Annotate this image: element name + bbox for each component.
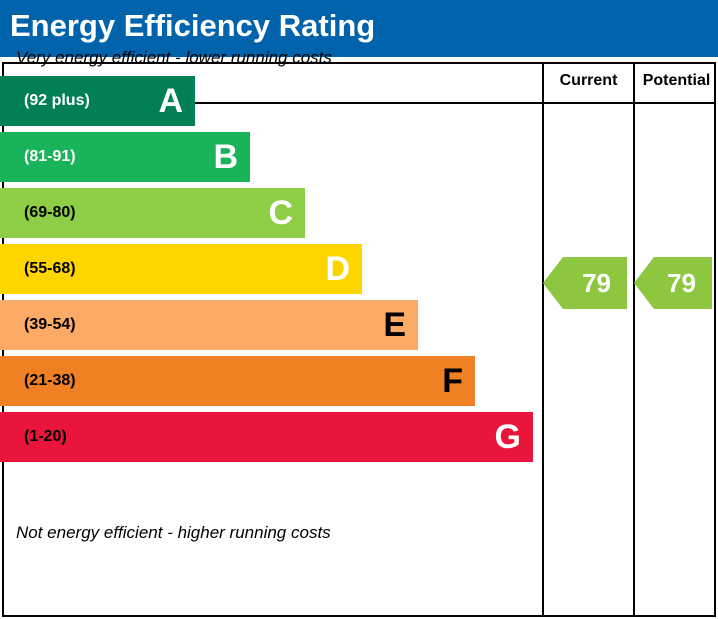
band-row-d: (55-68) D bbox=[0, 244, 362, 294]
chart-grid: Current Potential bbox=[2, 62, 716, 617]
band-letter-b: B bbox=[213, 138, 238, 176]
page-title: Energy Efficiency Rating bbox=[10, 8, 376, 43]
band-letter-e: E bbox=[383, 306, 406, 344]
potential-rating-value: 79 bbox=[667, 267, 696, 298]
band-row-e: (39-54) E bbox=[0, 300, 418, 350]
band-letter-f: F bbox=[442, 362, 463, 400]
header-divider bbox=[4, 102, 714, 104]
current-rating-value: 79 bbox=[582, 267, 611, 298]
band-row-a: (92 plus) A bbox=[0, 76, 195, 126]
column-divider-potential bbox=[633, 64, 635, 615]
band-letter-c: C bbox=[268, 194, 293, 232]
band-range-g: (1-20) bbox=[24, 428, 67, 445]
band-range-c: (69-80) bbox=[24, 204, 76, 221]
chart-title-bar: Energy Efficiency Rating bbox=[0, 0, 718, 57]
caption-top: Very energy efficient - lower running co… bbox=[16, 48, 332, 67]
band-row-f: (21-38) F bbox=[0, 356, 475, 406]
band-range-e: (39-54) bbox=[24, 316, 76, 333]
band-list: (92 plus) A (81-91) B (69-80) C (55-68) … bbox=[0, 76, 536, 516]
band-range-a: (92 plus) bbox=[24, 92, 90, 109]
current-rating-arrow: 79 bbox=[543, 257, 627, 309]
band-letter-g: G bbox=[494, 418, 521, 456]
column-divider-current bbox=[542, 64, 544, 615]
caption-bottom: Not energy efficient - higher running co… bbox=[16, 523, 331, 542]
band-range-f: (21-38) bbox=[24, 372, 76, 389]
column-header-current: Current bbox=[559, 72, 618, 89]
band-row-g: (1-20) G bbox=[0, 412, 533, 462]
band-range-b: (81-91) bbox=[24, 148, 76, 165]
potential-rating-arrow: 79 bbox=[634, 257, 712, 309]
band-letter-d: D bbox=[325, 250, 350, 288]
band-range-d: (55-68) bbox=[24, 260, 76, 277]
band-row-c: (69-80) C bbox=[0, 188, 305, 238]
band-letter-a: A bbox=[158, 82, 183, 120]
band-row-b: (81-91) B bbox=[0, 132, 250, 182]
column-header-potential: Potential bbox=[642, 72, 711, 89]
